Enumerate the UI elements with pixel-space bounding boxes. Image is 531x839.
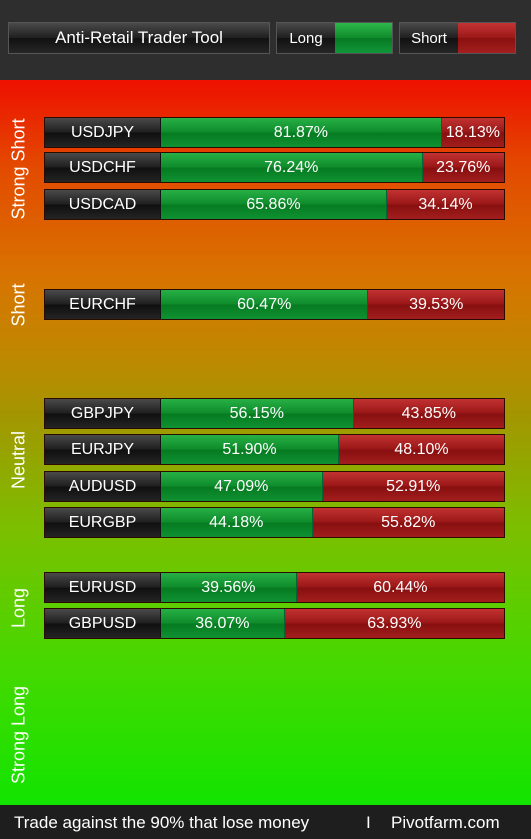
short-bar: 23.76% xyxy=(422,153,504,182)
short-bar: 18.13% xyxy=(441,118,504,147)
pair-row-eurgbp: EURGBP 44.18% 55.82% xyxy=(44,507,505,538)
legend-short-swatch xyxy=(458,23,515,53)
long-bar: 76.24% xyxy=(161,153,423,182)
short-bar: 52.91% xyxy=(322,472,504,501)
section-label-strong-long: Strong Long xyxy=(8,685,29,785)
pair-name: GBPJPY xyxy=(45,399,161,428)
long-bar: 39.56% xyxy=(161,573,297,602)
pair-row-gbpusd: GBPUSD 36.07% 63.93% xyxy=(44,608,505,639)
short-bar: 43.85% xyxy=(353,399,504,428)
footer-separator: I xyxy=(366,813,371,832)
pair-name: EURCHF xyxy=(45,290,161,319)
pair-name: EURUSD xyxy=(45,573,161,602)
section-label-short: Short xyxy=(8,283,29,327)
section-label-strong-short: Strong Short xyxy=(8,118,29,220)
pair-row-usdjpy: USDJPY 81.87% 18.13% xyxy=(44,117,505,148)
pair-name: USDCAD xyxy=(45,190,161,219)
long-bar: 56.15% xyxy=(161,399,354,428)
short-bar: 60.44% xyxy=(296,573,504,602)
section-label-long: Long xyxy=(8,587,29,629)
pair-row-eurchf: EURCHF 60.47% 39.53% xyxy=(44,289,505,320)
legend-long-swatch xyxy=(335,23,392,53)
pair-name: AUDUSD xyxy=(45,472,161,501)
short-bar: 55.82% xyxy=(312,508,504,537)
legend-short-label: Short xyxy=(400,23,458,53)
pair-row-gbpjpy: GBPJPY 56.15% 43.85% xyxy=(44,398,505,429)
pair-row-usdchf: USDCHF 76.24% 23.76% xyxy=(44,152,505,183)
pair-row-eurusd: EURUSD 39.56% 60.44% xyxy=(44,572,505,603)
footer-tagline: Trade against the 90% that lose money xyxy=(14,813,310,832)
sentiment-panel: Strong Short Short Neutral Long Strong L… xyxy=(0,80,531,805)
long-bar: 47.09% xyxy=(161,472,323,501)
legend-short: Short xyxy=(399,22,516,54)
footer: Trade against the 90% that lose money I … xyxy=(0,805,531,839)
pair-row-usdcad: USDCAD 65.86% 34.14% xyxy=(44,189,505,220)
pair-name: USDJPY xyxy=(45,118,161,147)
section-label-neutral: Neutral xyxy=(8,430,29,490)
pair-name: EURJPY xyxy=(45,435,161,464)
pair-row-audusd: AUDUSD 47.09% 52.91% xyxy=(44,471,505,502)
long-bar: 60.47% xyxy=(161,290,369,319)
legend-long: Long xyxy=(276,22,393,54)
long-bar: 65.86% xyxy=(161,190,387,219)
pair-row-eurjpy: EURJPY 51.90% 48.10% xyxy=(44,434,505,465)
pair-name: GBPUSD xyxy=(45,609,161,638)
pair-name: USDCHF xyxy=(45,153,161,182)
short-bar: 63.93% xyxy=(284,609,504,638)
long-bar: 36.07% xyxy=(161,609,285,638)
long-bar: 51.90% xyxy=(161,435,340,464)
short-bar: 39.53% xyxy=(368,290,504,319)
footer-brand-link[interactable]: Pivotfarm.com xyxy=(391,813,500,832)
legend-long-label: Long xyxy=(277,23,335,53)
long-bar: 81.87% xyxy=(161,118,442,147)
tool-title: Anti-Retail Trader Tool xyxy=(8,22,270,54)
pair-name: EURGBP xyxy=(45,508,161,537)
long-bar: 44.18% xyxy=(161,508,313,537)
header: Anti-Retail Trader Tool Long Short xyxy=(0,0,531,80)
short-bar: 34.14% xyxy=(386,190,504,219)
short-bar: 48.10% xyxy=(339,435,504,464)
